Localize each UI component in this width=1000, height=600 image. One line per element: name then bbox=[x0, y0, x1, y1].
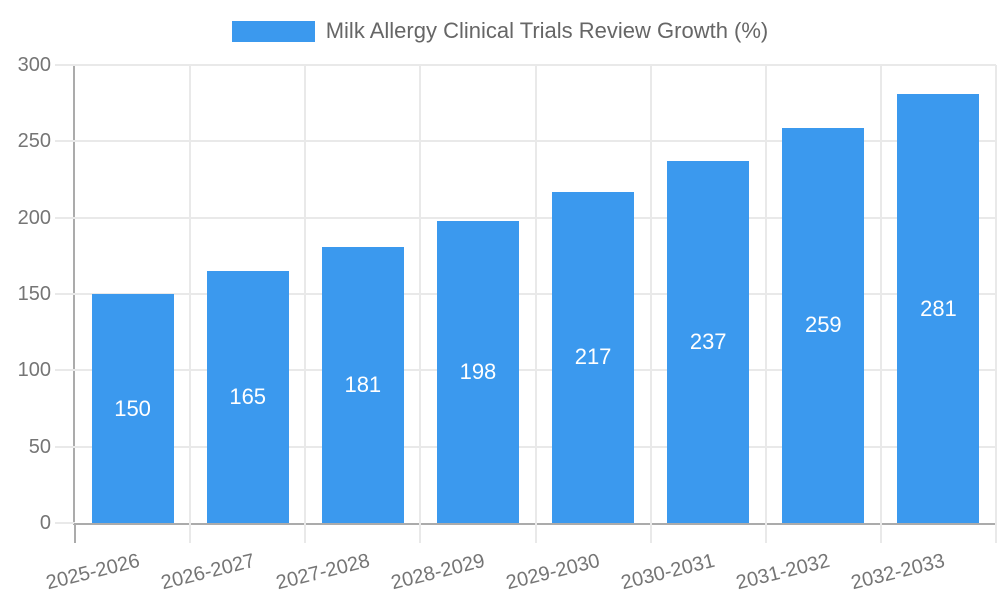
y-axis-tick bbox=[55, 445, 75, 448]
bar-value-label: 150 bbox=[114, 395, 151, 421]
y-tick-label: 150 bbox=[17, 283, 51, 305]
y-tick-label: 200 bbox=[17, 206, 51, 229]
y-tick-label: 250 bbox=[17, 130, 51, 153]
y-axis-tick bbox=[55, 140, 75, 143]
y-tick-label: 50 bbox=[28, 435, 51, 458]
x-axis-tick bbox=[189, 523, 191, 543]
x-axis-tick bbox=[419, 523, 421, 543]
bar-value-label: 217 bbox=[574, 344, 612, 370]
gridline-vertical bbox=[650, 65, 652, 523]
bar-value-label: 281 bbox=[920, 295, 957, 321]
bar-value-label: 181 bbox=[344, 371, 382, 397]
gridline-vertical bbox=[304, 65, 306, 523]
x-axis-tick bbox=[650, 523, 652, 543]
y-axis-tick bbox=[55, 64, 75, 66]
gridline-vertical bbox=[535, 65, 537, 523]
legend-swatch bbox=[231, 20, 315, 42]
gridline-vertical bbox=[419, 65, 421, 523]
y-axis-tick bbox=[55, 522, 75, 524]
x-tick-label: 2030-2031 bbox=[619, 549, 718, 595]
x-axis-tick bbox=[995, 523, 997, 543]
bar-value-label: 198 bbox=[459, 358, 497, 384]
bar[interactable]: 281 bbox=[897, 94, 980, 523]
x-axis-tick bbox=[535, 523, 537, 543]
x-tick-label: 2025-2026 bbox=[43, 549, 142, 595]
bar-value-label: 165 bbox=[229, 384, 267, 410]
bar-value-label: 259 bbox=[804, 312, 842, 338]
bar[interactable]: 259 bbox=[782, 127, 865, 523]
x-tick-label: 2028-2029 bbox=[388, 549, 488, 595]
x-axis-tick bbox=[880, 523, 882, 543]
bar[interactable]: 217 bbox=[552, 191, 635, 523]
y-axis-tick bbox=[55, 369, 75, 372]
bar[interactable]: 198 bbox=[436, 220, 519, 523]
bar[interactable]: 165 bbox=[206, 271, 289, 523]
x-tick-label: 2026-2027 bbox=[158, 549, 257, 595]
gridline-vertical bbox=[995, 65, 997, 523]
plot-area: 0 50 100 150 200 250 300 150 2025-2026 165 2026-20… bbox=[18, 54, 997, 594]
y-tick-label: 0 bbox=[39, 512, 51, 534]
x-tick-label: 2027-2028 bbox=[273, 549, 372, 595]
bar[interactable]: 237 bbox=[667, 161, 750, 523]
y-tick-label: 100 bbox=[17, 359, 51, 382]
bar[interactable]: 181 bbox=[321, 246, 404, 523]
x-axis-tick bbox=[74, 523, 76, 543]
bar-value-label: 237 bbox=[689, 329, 727, 355]
x-tick-label: 2029-2030 bbox=[503, 549, 603, 595]
y-axis-tick bbox=[55, 216, 75, 219]
x-tick-label: 2032-2033 bbox=[849, 549, 948, 595]
y-tick-label: 300 bbox=[17, 54, 51, 76]
gridline-vertical bbox=[880, 65, 882, 523]
bar[interactable]: 150 bbox=[91, 294, 174, 523]
chart-legend[interactable]: Milk Allergy Clinical Trials Review Grow… bbox=[0, 16, 1000, 46]
legend-title: Milk Allergy Clinical Trials Review Grow… bbox=[325, 18, 769, 43]
x-tick-label: 2031-2032 bbox=[734, 549, 833, 595]
x-axis-tick bbox=[765, 523, 767, 543]
y-axis-tick bbox=[55, 293, 75, 295]
gridline-vertical bbox=[765, 65, 767, 523]
gridline-vertical bbox=[189, 65, 191, 523]
x-axis-tick bbox=[304, 523, 306, 543]
